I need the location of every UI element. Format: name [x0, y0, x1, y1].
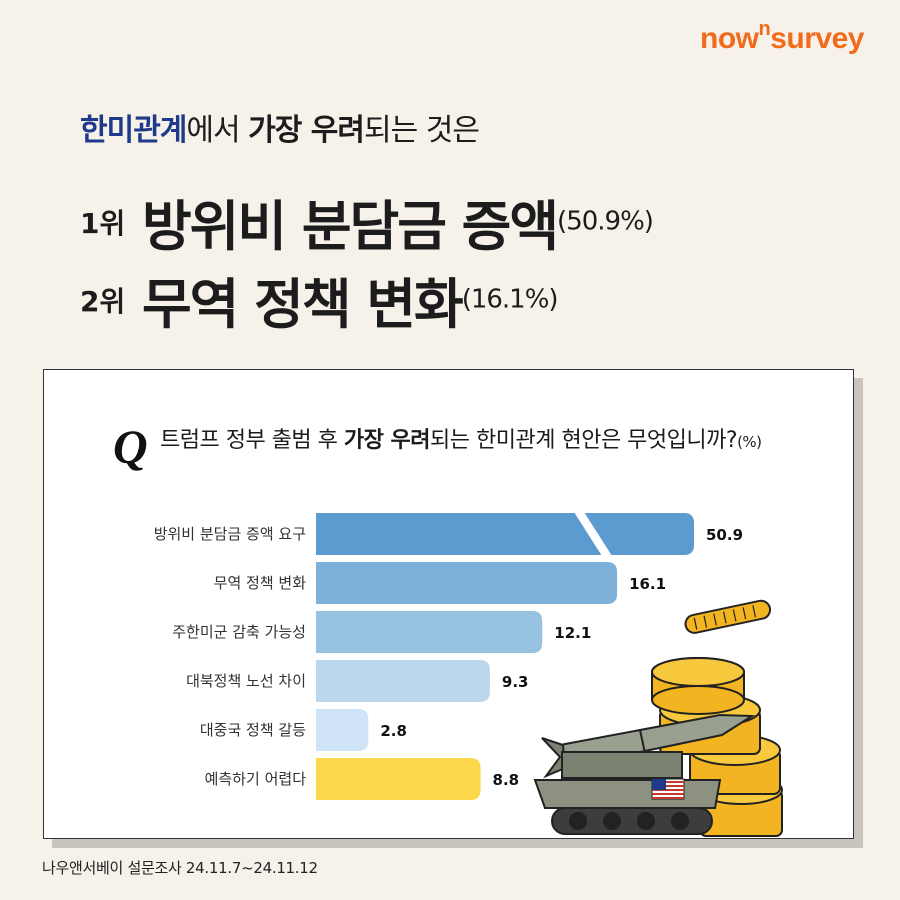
category-label: 주한미군 감축 가능성 [172, 623, 306, 641]
coins-missile-illustration [533, 599, 783, 837]
tank-launcher [533, 751, 722, 835]
value-label: 12.1 [554, 624, 591, 642]
value-label: 50.9 [706, 526, 743, 544]
bar-4 [316, 660, 490, 702]
rank-1: 1위 방위비 분담금 증액(50.9%) [80, 182, 654, 261]
bar-1 [316, 513, 694, 555]
value-label: 9.3 [502, 673, 529, 691]
brand-logo: nownsurvey [700, 18, 864, 55]
headline: 한미관계에서 가장 우려되는 것은 [80, 113, 480, 148]
rank-1-label: 방위비 분담금 증액 [142, 195, 559, 258]
bar-6 [316, 758, 481, 800]
bar-5 [316, 709, 369, 751]
category-label: 방위비 분담금 증액 요구 [154, 525, 306, 543]
value-label: 16.1 [629, 575, 666, 593]
bars-group: 방위비 분담금 증액 요구 50.9 무역 정책 변화 16.1 주한미군 감축 가능성… [154, 512, 743, 800]
rank-2-number: 2위 [80, 284, 126, 318]
survey-source: 나우앤서베이 설문조사 24.11.7~24.11.12 [42, 859, 318, 877]
us-flag-icon [651, 778, 685, 800]
headline-highlight: 한미관계 [80, 113, 187, 148]
question-text: 트럼프 정부 출범 후 가장 우려되는 한미관계 현안은 무엇입니까?(%) [160, 428, 762, 453]
bar-2 [316, 562, 618, 604]
bar-3 [316, 611, 543, 653]
rank-1-number: 1위 [80, 206, 126, 240]
axis-break-mark [574, 512, 612, 556]
category-label: 예측하기 어렵다 [205, 770, 307, 788]
value-label: 8.8 [493, 771, 520, 789]
floating-coin [684, 599, 772, 634]
question-mark-label: Q [113, 421, 148, 474]
category-label: 대중국 정책 갈등 [200, 721, 306, 739]
rank-2: 2위 무역 정책 변화(16.1%) [80, 260, 559, 339]
rank-2-percent: (16.1%) [461, 284, 559, 315]
value-label: 2.8 [380, 722, 407, 740]
category-label: 무역 정책 변화 [214, 574, 307, 592]
rank-2-label: 무역 정책 변화 [142, 273, 464, 336]
rank-1-percent: (50.9%) [557, 206, 654, 237]
category-label: 대북정책 노선 차이 [186, 672, 306, 690]
